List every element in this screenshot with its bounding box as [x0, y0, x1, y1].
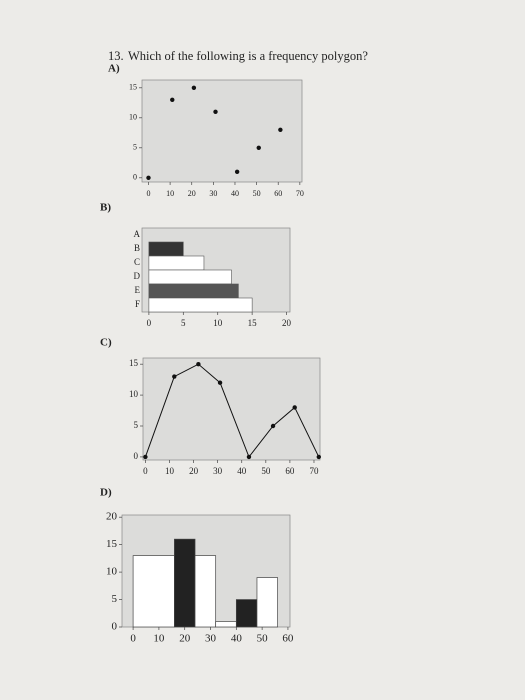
bar	[148, 297, 253, 313]
y-tick-label: 10	[129, 389, 139, 399]
option-label: B)	[100, 202, 111, 214]
y-tick-label: D	[134, 271, 141, 281]
x-tick-label: 30	[209, 189, 217, 198]
x-tick-label: 0	[130, 633, 136, 645]
y-tick-label: 10	[106, 566, 118, 578]
bar	[148, 269, 232, 285]
y-tick-label: C	[134, 257, 140, 267]
x-tick-label: 70	[296, 189, 304, 198]
x-tick-label: 50	[261, 466, 271, 476]
bar	[174, 538, 196, 628]
question-number: 13.	[108, 49, 124, 63]
option-label: D)	[100, 487, 112, 499]
point	[196, 361, 201, 367]
x-tick-label: 20	[179, 633, 191, 645]
x-tick-label: 20	[188, 189, 196, 198]
y-tick-label: B	[134, 243, 140, 253]
bar	[194, 555, 217, 628]
y-tick-label: 0	[133, 173, 137, 182]
x-tick-label: 10	[166, 189, 174, 198]
y-tick-label: 5	[133, 143, 137, 152]
x-tick-label: 20	[189, 466, 199, 476]
option-label: A)	[108, 63, 120, 75]
x-tick-label: 60	[274, 189, 282, 198]
x-tick-label: 30	[205, 633, 217, 645]
y-tick-label: 0	[134, 451, 139, 461]
x-tick-label: 60	[285, 466, 295, 476]
y-tick-label: 15	[106, 538, 118, 550]
x-tick-label: 40	[231, 189, 239, 198]
x-tick-label: 0	[143, 466, 148, 476]
bar	[148, 283, 239, 299]
y-tick-label: F	[135, 299, 140, 309]
point	[316, 454, 321, 460]
point	[143, 454, 148, 460]
bar	[215, 621, 237, 628]
y-tick-label: 15	[129, 83, 137, 92]
bar	[148, 241, 184, 257]
x-tick-label: 20	[282, 318, 292, 328]
point	[256, 145, 261, 150]
point	[170, 97, 175, 103]
point	[278, 127, 283, 132]
line	[144, 363, 320, 458]
x-tick-label: 50	[253, 189, 261, 198]
x-tick-label: 60	[282, 633, 294, 645]
y-tick-label: 20	[106, 511, 118, 523]
y-tick-label: A	[134, 229, 141, 239]
bar	[256, 577, 278, 628]
point	[234, 169, 240, 174]
point	[292, 405, 297, 410]
x-tick-label: 30	[213, 466, 223, 476]
x-tick-label: 0	[146, 189, 150, 198]
y-tick-label: 0	[112, 621, 118, 633]
x-tick-label: 5	[181, 318, 186, 328]
y-tick-label: 5	[134, 420, 139, 430]
question-text: Which of the following is a frequency po…	[128, 49, 368, 63]
point	[146, 175, 151, 180]
x-tick-label: 40	[231, 633, 243, 645]
x-tick-label: 10	[165, 466, 175, 476]
y-tick-label: 15	[129, 358, 139, 368]
x-tick-label: 0	[147, 318, 152, 328]
point	[172, 374, 177, 379]
y-tick-label: 5	[112, 593, 118, 605]
y-tick-label: E	[135, 285, 141, 295]
bar	[235, 599, 258, 628]
plot-area	[141, 79, 303, 183]
option-label: C)	[100, 337, 112, 349]
point	[246, 454, 252, 460]
plot-area	[142, 357, 321, 461]
x-tick-label: 10	[213, 318, 223, 328]
bar	[148, 255, 205, 271]
x-tick-label: 10	[153, 633, 165, 645]
point	[213, 109, 218, 115]
bar	[132, 555, 175, 628]
x-tick-label: 40	[237, 466, 247, 476]
y-tick-label: 10	[129, 113, 137, 122]
x-tick-label: 70	[309, 466, 319, 476]
point	[191, 85, 197, 91]
point	[217, 380, 223, 385]
x-tick-label: 15	[248, 318, 258, 328]
x-tick-label: 50	[257, 633, 269, 645]
point	[270, 423, 276, 429]
